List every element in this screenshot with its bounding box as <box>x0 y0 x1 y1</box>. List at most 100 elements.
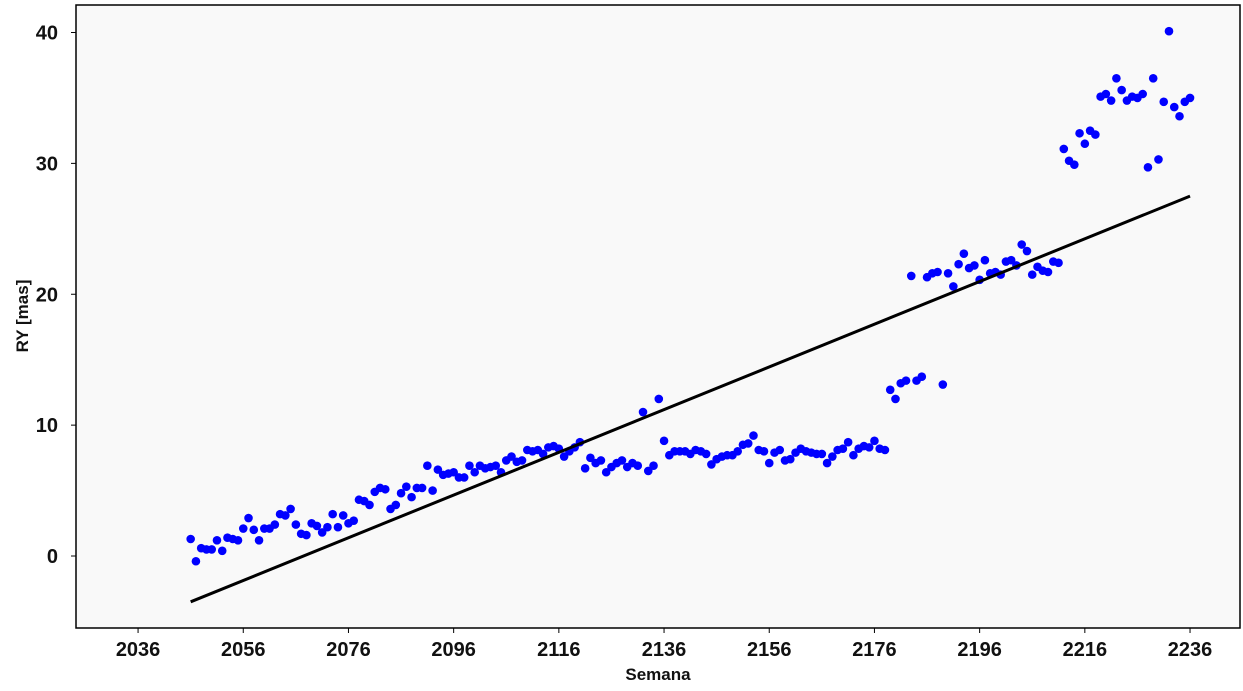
point <box>417 483 427 493</box>
x-tick-label: 2056 <box>221 639 266 661</box>
x-tick-label: 2136 <box>642 639 687 661</box>
point <box>317 528 327 537</box>
x-tick-label: 2196 <box>957 639 1002 661</box>
point <box>1154 155 1163 164</box>
point <box>885 385 895 395</box>
point <box>749 431 758 440</box>
point <box>1148 73 1158 83</box>
point <box>1112 73 1121 83</box>
x-tick-label: 2036 <box>116 639 161 661</box>
point <box>1138 89 1147 99</box>
y-tick-label: 20 <box>36 284 58 306</box>
point <box>843 437 853 447</box>
point <box>1054 258 1063 268</box>
point <box>1027 270 1037 279</box>
point <box>407 492 416 502</box>
y-tick-label: 30 <box>36 153 58 175</box>
point <box>654 394 664 404</box>
point <box>365 500 374 510</box>
point <box>943 269 953 278</box>
point <box>828 452 837 461</box>
point <box>1185 93 1195 103</box>
point <box>891 394 900 404</box>
point <box>733 447 742 456</box>
y-tick-label: 0 <box>47 546 58 568</box>
point <box>249 525 259 535</box>
point <box>349 516 359 525</box>
point <box>1070 160 1079 169</box>
point <box>659 436 669 446</box>
point <box>286 504 295 514</box>
point <box>507 452 516 461</box>
point <box>459 473 469 482</box>
y-axis-label: RY [mas] <box>13 280 32 353</box>
point <box>1143 162 1153 172</box>
point <box>1080 139 1090 149</box>
point <box>1075 128 1084 138</box>
point <box>601 467 611 477</box>
point <box>596 456 606 465</box>
point <box>281 511 290 520</box>
point <box>707 460 716 469</box>
point <box>1017 240 1027 249</box>
point <box>643 466 653 476</box>
point <box>191 556 201 566</box>
y-tick-label: 40 <box>36 22 58 44</box>
point <box>1091 130 1100 139</box>
point <box>333 522 343 532</box>
point <box>1175 111 1184 121</box>
point <box>785 454 795 464</box>
point <box>586 453 595 463</box>
point <box>291 520 301 529</box>
point <box>396 488 406 498</box>
point <box>1101 89 1111 99</box>
point <box>517 456 527 465</box>
point <box>270 520 280 529</box>
point <box>901 376 911 385</box>
point <box>817 449 827 459</box>
point <box>870 436 879 446</box>
point <box>254 536 264 545</box>
point <box>822 458 832 468</box>
x-tick-label: 2216 <box>1063 639 1108 661</box>
point <box>933 267 942 277</box>
x-tick-label: 2076 <box>326 639 371 661</box>
point <box>465 461 474 471</box>
point <box>980 255 990 265</box>
x-tick-label: 2096 <box>431 639 476 661</box>
point <box>1169 102 1179 112</box>
point <box>880 445 890 455</box>
point <box>1022 246 1032 256</box>
point <box>917 372 927 382</box>
x-tick-label: 2176 <box>852 639 897 661</box>
plot-area <box>76 5 1240 628</box>
point <box>391 500 401 510</box>
point <box>759 447 769 456</box>
point <box>864 443 874 452</box>
plot-frame <box>75 4 1241 629</box>
point <box>906 271 916 281</box>
point <box>743 439 753 448</box>
point <box>244 513 253 523</box>
point <box>649 461 658 471</box>
point <box>1043 267 1053 277</box>
point <box>638 407 648 417</box>
point <box>238 524 248 533</box>
point <box>633 461 643 471</box>
point <box>538 449 548 459</box>
point <box>338 511 348 520</box>
point <box>1006 255 1016 265</box>
point <box>954 259 963 269</box>
point <box>380 484 390 494</box>
point <box>428 486 437 495</box>
point <box>775 445 785 455</box>
point <box>849 450 858 460</box>
point <box>402 482 411 491</box>
point <box>1106 96 1116 105</box>
point <box>491 461 501 471</box>
point <box>617 456 627 465</box>
point <box>970 261 979 270</box>
point <box>323 522 332 532</box>
point <box>433 465 443 474</box>
